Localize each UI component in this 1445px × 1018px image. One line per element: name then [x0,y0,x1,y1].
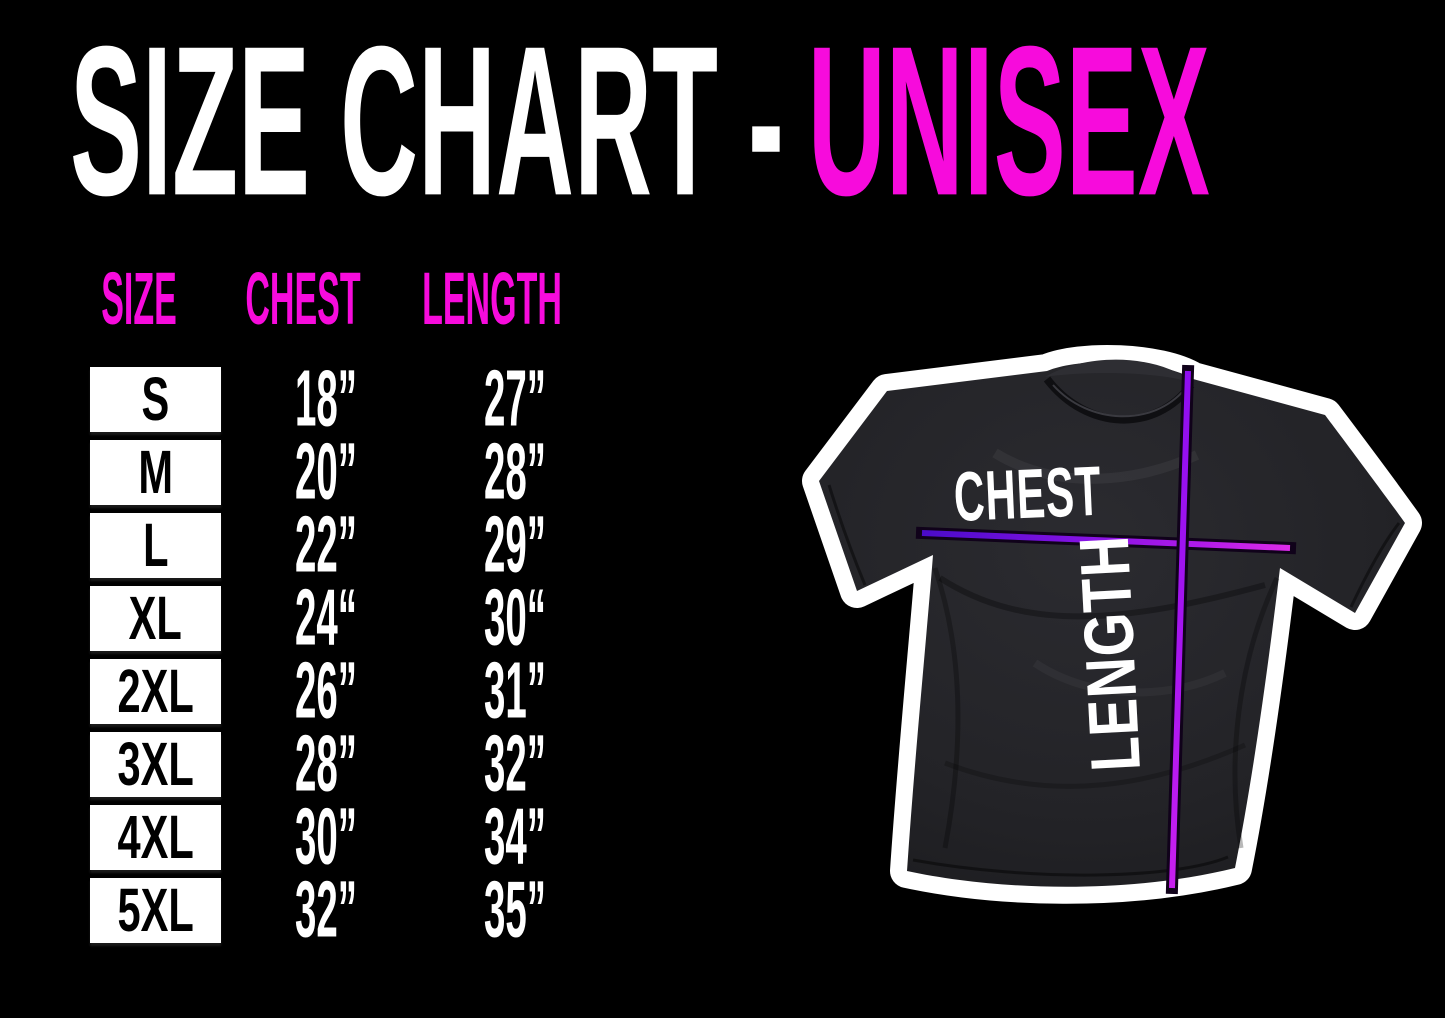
page-title: SIZE CHART - UNISEX [70,14,1445,227]
length-value: 28” [484,427,546,517]
collar [1045,359,1193,383]
title-highlight: UNISEX [807,1,1210,240]
chest-value: 18” [295,354,357,444]
wrinkle [1032,659,1227,697]
length-value: 29” [484,500,546,590]
chest-value: 32” [295,865,357,955]
column-header-size: SIZE [101,257,177,341]
length-value: 34” [484,792,546,882]
size-box: S [90,367,221,432]
column-header-chest: CHEST [245,257,361,341]
size-label: L [142,511,169,580]
wrinkle [1232,576,1280,849]
chest-value: 26” [295,646,357,736]
length-line [1169,370,1191,889]
size-box: 2XL [90,659,221,724]
table-row: M 20” 28” [90,432,599,512]
wrinkle [992,448,1200,484]
table-row: 3XL 28” 32” [90,724,599,804]
size-box: XL [90,586,221,651]
collar-stitch [1052,384,1186,418]
length-value: 32” [484,719,546,809]
column-header-length: LENGTH [422,257,562,341]
size-label: M [138,438,173,507]
chest-value: 28” [295,719,357,809]
table-row: 5XL 32” 35” [90,870,599,950]
title-prefix: SIZE CHART - [70,1,784,240]
chest-value: 20” [295,427,357,517]
tshirt-outline [802,345,1422,904]
size-box: 5XL [90,878,221,943]
table-row: S 18” 27” [90,359,599,439]
chest-line [921,530,1291,551]
size-label: 5XL [117,876,194,945]
size-label: 3XL [117,730,194,799]
size-label: 4XL [117,803,194,872]
length-label: LENGTH [1066,533,1156,773]
chest-value: 24“ [295,573,357,663]
length-value: 30“ [484,573,546,663]
chest-label: CHEST [952,453,1103,537]
right-cuff-seam [1349,522,1401,608]
chest-value: 22” [295,500,357,590]
size-box: L [90,513,221,578]
table-row: XL 24“ 30“ [90,578,599,658]
left-cuff-seam [827,484,867,586]
size-label: 2XL [117,657,194,726]
chest-value: 30” [295,792,357,882]
wrinkle [944,742,1247,789]
length-value: 27” [484,354,546,444]
size-label: S [141,365,170,434]
table-row: 4XL 30” 34” [90,797,599,877]
wrinkle [938,575,1266,620]
size-box: M [90,440,221,505]
size-box: 4XL [90,805,221,870]
length-value: 31” [484,646,546,736]
size-label: XL [128,584,183,653]
table-row: 2XL 26” 31” [90,651,599,731]
size-box: 3XL [90,732,221,797]
tshirt-graphic: CHEST LENGTH [795,333,1445,1003]
table-row: L 22” 29” [90,505,599,585]
hem-stitch [912,855,1229,877]
size-chart-table: S 18” 27” M 20” 28” L 22” 29” XL 24“ 30“… [90,359,599,951]
length-value: 35” [484,865,546,955]
wrinkle [932,567,961,849]
